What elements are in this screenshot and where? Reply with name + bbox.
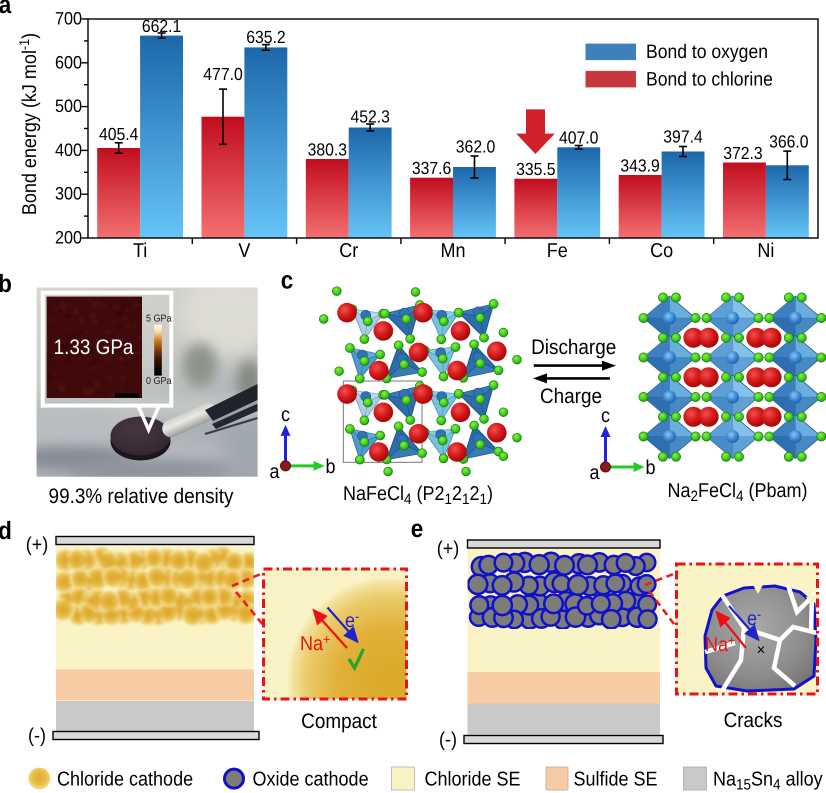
svg-text:Oxide cathode: Oxide cathode bbox=[253, 769, 369, 791]
svg-text:337.6: 337.6 bbox=[412, 158, 451, 178]
svg-text:a: a bbox=[589, 462, 600, 484]
svg-text:635.2: 635.2 bbox=[246, 27, 285, 47]
svg-text:Bond to chlorine: Bond to chlorine bbox=[646, 68, 773, 90]
svg-text:397.4: 397.4 bbox=[663, 127, 703, 147]
svg-text:380.3: 380.3 bbox=[308, 140, 347, 160]
svg-text:335.5: 335.5 bbox=[516, 159, 555, 179]
svg-text:Chloride SE: Chloride SE bbox=[425, 769, 521, 791]
svg-text:5 GPa: 5 GPa bbox=[146, 314, 172, 325]
svg-text:Charge: Charge bbox=[540, 385, 602, 408]
svg-text:1.33 GPa: 1.33 GPa bbox=[54, 336, 134, 359]
svg-text:e: e bbox=[411, 515, 424, 543]
svg-text:Ni: Ni bbox=[757, 240, 774, 262]
svg-text:Co: Co bbox=[650, 240, 673, 262]
svg-text:600: 600 bbox=[55, 52, 82, 72]
svg-text:(+): (+) bbox=[26, 534, 49, 556]
svg-text:405.4: 405.4 bbox=[99, 124, 139, 144]
svg-text:99.3% relative density: 99.3% relative density bbox=[49, 485, 234, 508]
svg-text:(-): (-) bbox=[439, 729, 457, 751]
svg-text:Bond to oxygen: Bond to oxygen bbox=[646, 41, 768, 63]
svg-text:c: c bbox=[281, 267, 294, 295]
svg-text:×: × bbox=[757, 642, 765, 659]
svg-text:V: V bbox=[238, 240, 251, 262]
svg-text:Cracks: Cracks bbox=[724, 709, 783, 732]
svg-text:Fe: Fe bbox=[547, 240, 568, 262]
svg-text:200: 200 bbox=[55, 228, 82, 248]
svg-text:662.1: 662.1 bbox=[142, 16, 181, 36]
svg-text:372.3: 372.3 bbox=[723, 143, 762, 163]
svg-text:b: b bbox=[645, 457, 655, 479]
svg-text:477.0: 477.0 bbox=[203, 64, 243, 84]
svg-text:Chloride cathode: Chloride cathode bbox=[57, 769, 193, 791]
svg-text:400: 400 bbox=[55, 140, 82, 160]
svg-text:Compact: Compact bbox=[301, 710, 377, 733]
svg-text:NaFeCl4 (P212121): NaFeCl4 (P212121) bbox=[343, 483, 493, 508]
svg-text:700: 700 bbox=[55, 9, 82, 29]
svg-text:(-): (-) bbox=[28, 725, 46, 747]
svg-text:c: c bbox=[601, 405, 610, 427]
svg-text:Sulfide SE: Sulfide SE bbox=[574, 769, 658, 791]
svg-text:362.0: 362.0 bbox=[456, 137, 496, 157]
svg-text:b: b bbox=[0, 270, 12, 298]
svg-text:407.0: 407.0 bbox=[559, 128, 599, 148]
svg-text:0 GPa: 0 GPa bbox=[146, 376, 172, 387]
svg-text:Na15Sn4 alloy: Na15Sn4 alloy bbox=[713, 769, 823, 793]
svg-text:Bond energy (kJ mol-1): Bond energy (kJ mol-1) bbox=[16, 33, 41, 215]
svg-text:c: c bbox=[281, 404, 290, 426]
svg-text:452.3: 452.3 bbox=[350, 107, 389, 127]
svg-text:Cr: Cr bbox=[339, 240, 358, 262]
svg-text:Mn: Mn bbox=[440, 240, 465, 262]
svg-text:Ti: Ti bbox=[133, 240, 147, 262]
svg-text:a: a bbox=[0, 0, 12, 19]
svg-text:343.9: 343.9 bbox=[620, 156, 659, 176]
svg-text:300: 300 bbox=[55, 184, 82, 204]
svg-text:b: b bbox=[325, 456, 335, 478]
svg-text:a: a bbox=[269, 461, 280, 483]
svg-text:366.0: 366.0 bbox=[769, 132, 809, 152]
svg-text:d: d bbox=[0, 517, 12, 545]
svg-text:(+): (+) bbox=[437, 538, 460, 560]
svg-text:Discharge: Discharge bbox=[531, 336, 616, 359]
svg-text:500: 500 bbox=[55, 96, 82, 116]
